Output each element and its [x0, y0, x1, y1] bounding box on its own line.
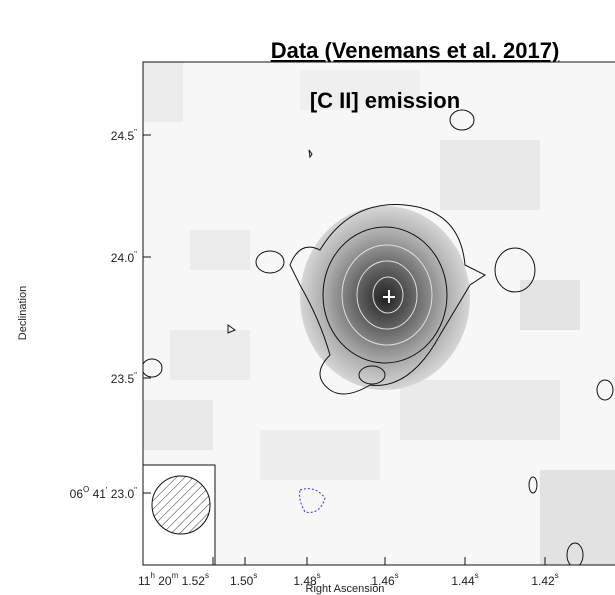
label-part: s [475, 571, 479, 580]
label-part: 23.5 [111, 372, 135, 386]
label-part: s [317, 571, 321, 580]
x-tick-label: 1.42s [531, 571, 558, 588]
label-part: 23.0 [107, 487, 134, 501]
label-part: 24.0 [111, 251, 135, 265]
label-part: 1.44 [451, 574, 475, 588]
map-image [142, 62, 615, 567]
label-part: 11 [138, 574, 151, 588]
label-part: 06 [70, 487, 84, 501]
y-axis-label: Declination [17, 286, 29, 340]
label-part: 1.50 [230, 574, 254, 588]
panel-label: [C II] emission [310, 88, 460, 113]
x-tick-label: 1.44s [451, 571, 478, 588]
label-part: 20 [155, 574, 172, 588]
y-tick-label: 24.0" [111, 250, 137, 265]
x-tick-label: 1.50s [230, 571, 257, 588]
y-tick-label: 23.5" [111, 371, 137, 386]
label-part: 1.52 [178, 574, 205, 588]
figure: Data (Venemans et al. 2017) [0, 0, 615, 595]
title: Data (Venemans et al. 2017) [271, 38, 560, 63]
label-part: 1.42 [531, 574, 555, 588]
label-part: " [134, 128, 137, 137]
label-part: 24.5 [111, 129, 135, 143]
label-part: " [134, 486, 137, 495]
label-part: 41 [89, 487, 106, 501]
label-part: s [395, 571, 399, 580]
label-part: s [253, 571, 257, 580]
y-tick-label: 06O 41' 23.0" [70, 485, 138, 501]
y-tick-label: 24.5" [111, 128, 137, 143]
x-axis-label: Right Ascension [306, 583, 385, 595]
label-part: s [205, 571, 209, 580]
label-part: " [134, 371, 137, 380]
x-tick-label: 11h 20m 1.52s [138, 571, 209, 588]
label-part: s [555, 571, 559, 580]
label-part: " [134, 250, 137, 259]
